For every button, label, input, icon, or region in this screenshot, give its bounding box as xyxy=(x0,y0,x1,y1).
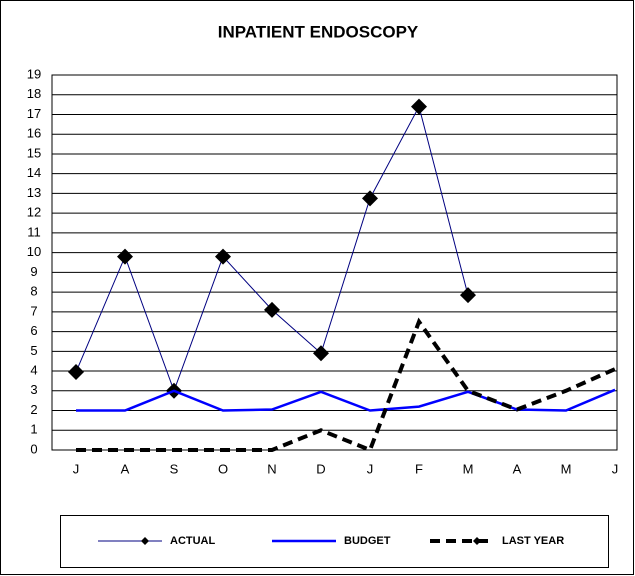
y-tick-label: 17 xyxy=(27,106,41,121)
series-line xyxy=(76,317,616,453)
x-tick-label: O xyxy=(218,461,228,476)
y-tick-label: 2 xyxy=(30,402,37,417)
y-tick-label: 10 xyxy=(27,244,41,259)
x-tick-label: M xyxy=(561,461,572,476)
y-tick-label: 18 xyxy=(27,86,41,101)
y-tick-label: 13 xyxy=(27,185,41,200)
y-tick-label: 16 xyxy=(27,126,41,141)
point-marker xyxy=(362,190,378,207)
chart-title: INPATIENT ENDOSCOPY xyxy=(218,22,419,41)
legend-box xyxy=(60,515,609,568)
y-tick-label: 3 xyxy=(30,382,37,397)
legend-marker xyxy=(141,537,149,545)
point-marker xyxy=(411,98,427,115)
x-tick-label: A xyxy=(121,461,130,476)
x-tick-label: J xyxy=(612,461,619,476)
legend-label: ACTUAL xyxy=(170,535,215,547)
legend-marker xyxy=(473,537,481,545)
x-tick-label: N xyxy=(267,461,276,476)
point-marker xyxy=(68,364,84,381)
x-tick-label: J xyxy=(73,461,80,476)
y-tick-label: 6 xyxy=(30,323,37,338)
point-marker xyxy=(117,248,133,265)
x-tick-label: S xyxy=(170,461,179,476)
y-tick-label: 9 xyxy=(30,264,37,279)
y-tick-label: 14 xyxy=(27,165,41,180)
x-tick-label: M xyxy=(463,461,474,476)
point-marker xyxy=(460,287,476,304)
y-tick-label: 1 xyxy=(30,422,37,437)
x-tick-label: D xyxy=(316,461,325,476)
point-marker xyxy=(264,301,280,318)
point-marker xyxy=(215,248,231,265)
x-tick-label: F xyxy=(415,461,423,476)
y-tick-label: 8 xyxy=(30,284,37,299)
legend-label: BUDGET xyxy=(344,535,391,547)
y-tick-label: 5 xyxy=(30,343,37,358)
series-line xyxy=(76,388,616,412)
legend-label: LAST YEAR xyxy=(502,535,564,547)
y-tick-label: 19 xyxy=(27,66,41,81)
x-tick-label: A xyxy=(513,461,522,476)
y-tick-label: 12 xyxy=(27,205,41,220)
y-tick-label: 15 xyxy=(27,145,41,160)
y-tick-label: 0 xyxy=(30,441,37,456)
x-tick-label: J xyxy=(367,461,374,476)
point-marker xyxy=(313,345,329,362)
y-tick-label: 7 xyxy=(30,303,37,318)
y-tick-label: 4 xyxy=(30,362,37,377)
y-tick-label: 11 xyxy=(27,224,41,239)
